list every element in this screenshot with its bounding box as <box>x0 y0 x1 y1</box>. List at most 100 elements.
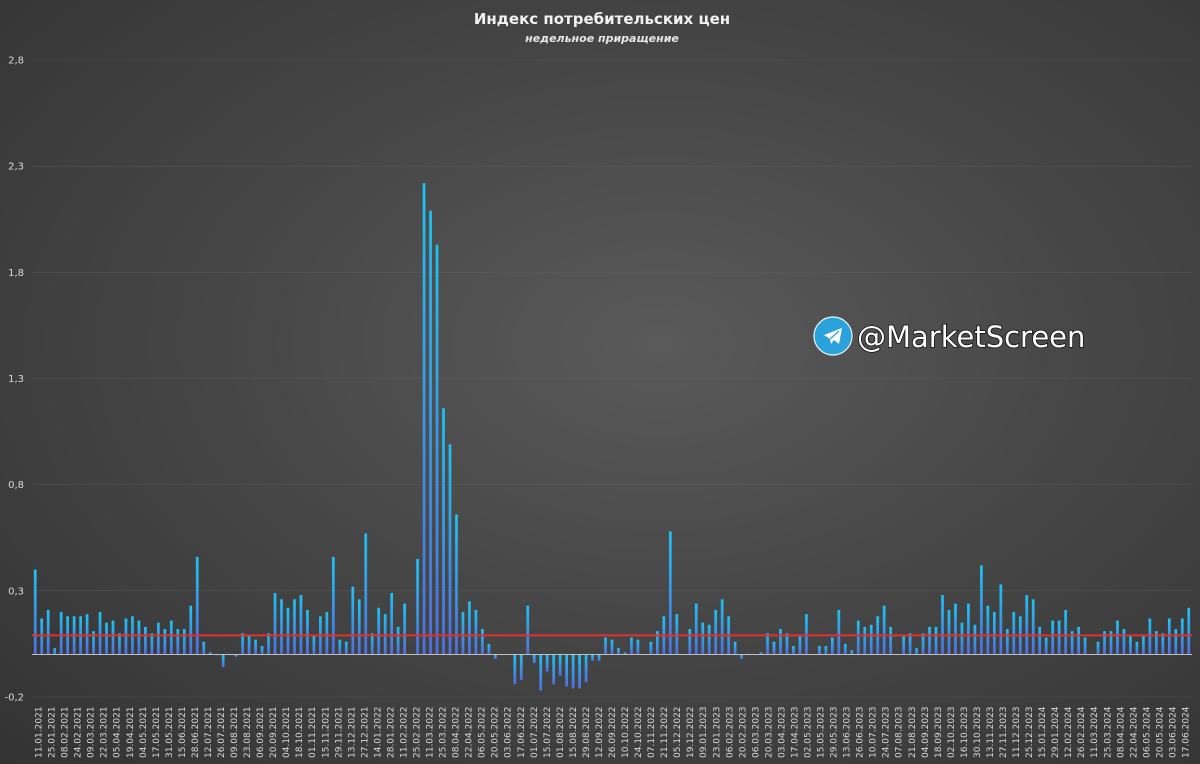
bar <box>1148 618 1152 655</box>
bar <box>195 556 199 655</box>
x-tick-label: 10.07.2023 <box>869 706 879 758</box>
y-axis: -0,2 0,3 0,8 1,3 1,8 2,3 2,8 <box>4 56 24 704</box>
x-tick-label: 11.01.2021 <box>35 706 45 758</box>
bar <box>759 652 763 655</box>
bar <box>921 633 925 655</box>
bar <box>649 641 653 655</box>
bar <box>247 635 251 655</box>
bar <box>688 629 692 655</box>
y-tick-label: 0,3 <box>8 586 24 597</box>
x-tick-label: 05.12.2022 <box>673 706 683 758</box>
bar <box>908 633 912 655</box>
watermark-text: @MarketScreen <box>857 320 1085 354</box>
x-tick-label: 28.01.2022 <box>386 706 396 758</box>
x-tick-label: 06.05.2024 <box>1142 706 1152 758</box>
x-tick-label: 25.01.2021 <box>48 706 58 758</box>
bar <box>701 622 705 655</box>
bar <box>383 614 387 655</box>
bar <box>1174 629 1178 655</box>
bar <box>189 605 193 655</box>
x-tick-label: 02.05.2023 <box>804 706 814 758</box>
x-tick-label: 25.03.2022 <box>439 706 449 758</box>
x-tick-label: 22.04.2024 <box>1129 706 1139 758</box>
y-tick-label: 2,3 <box>8 162 24 173</box>
x-tick-label: 09.08.2021 <box>230 706 240 758</box>
gridlines <box>32 59 1192 698</box>
bar <box>377 607 381 655</box>
bar <box>1057 620 1061 655</box>
x-tick-label: 04.10.2021 <box>282 706 292 758</box>
bar <box>98 612 102 655</box>
x-tick-label: 16.10.2023 <box>960 706 970 758</box>
bar <box>111 620 115 655</box>
x-tick-label: 29.11.2021 <box>334 706 344 758</box>
bar <box>707 624 711 655</box>
bar <box>999 584 1003 655</box>
bar <box>617 648 620 655</box>
x-tick-label: 11.03.2022 <box>426 706 436 758</box>
bar <box>364 533 368 655</box>
bar <box>474 609 478 655</box>
bar <box>552 654 556 685</box>
bar <box>668 531 672 655</box>
bar <box>1051 620 1055 655</box>
bar <box>208 652 212 655</box>
bar <box>1070 631 1074 655</box>
y-tick-label: 0,8 <box>8 480 24 491</box>
bar <box>545 654 549 672</box>
bar <box>902 635 905 655</box>
x-tick-label: 21.08.2023 <box>908 706 918 758</box>
bar <box>46 609 50 655</box>
watermark: @MarketScreen <box>813 316 1086 356</box>
bar <box>915 648 918 655</box>
x-tick-label: 18.10.2021 <box>295 706 305 758</box>
bar <box>772 641 776 655</box>
bar <box>1109 631 1113 655</box>
bar <box>830 637 834 655</box>
bar <box>947 609 951 655</box>
bar <box>396 626 400 655</box>
bar <box>766 633 769 655</box>
bar <box>1116 620 1119 655</box>
bar <box>889 626 893 655</box>
x-tick-label: 25.03.2024 <box>1103 706 1113 758</box>
bar <box>1031 599 1035 655</box>
x-tick-label: 14.01.2022 <box>373 706 383 758</box>
bar <box>59 612 63 655</box>
x-tick-label: 20.03.2023 <box>764 706 774 758</box>
x-axis: 11.01.2021 25.01.2021 08.02.2021 24.02.2021… <box>32 654 1192 758</box>
bar <box>221 654 225 668</box>
bar <box>967 603 970 655</box>
bar <box>513 654 517 685</box>
bar <box>286 607 290 655</box>
bar <box>370 633 374 655</box>
bar <box>558 654 562 676</box>
bar <box>850 650 854 655</box>
bar <box>481 629 484 655</box>
y-tick-label: -0,2 <box>4 693 24 704</box>
bar <box>578 654 581 689</box>
bar <box>1167 618 1171 655</box>
bar <box>928 626 931 655</box>
x-tick-label: 06.02.2023 <box>725 706 735 758</box>
bar <box>461 612 465 655</box>
bar <box>92 631 95 655</box>
x-tick-label: 21.11.2022 <box>660 706 670 758</box>
x-tick-label: 19.04.2021 <box>126 706 136 758</box>
x-tick-label: 30.10.2023 <box>973 706 983 758</box>
bar <box>837 609 841 655</box>
bar <box>1012 612 1016 655</box>
x-tick-label: 10.10.2022 <box>621 706 631 758</box>
x-tick-label: 03.04.2023 <box>777 706 787 758</box>
bar <box>344 641 348 655</box>
x-tick-label: 15.06.2021 <box>178 706 188 758</box>
bar <box>137 620 141 655</box>
x-tick-label: 26.07.2021 <box>217 706 227 758</box>
bar <box>1135 641 1139 655</box>
x-tick-label: 17.04.2023 <box>790 706 800 758</box>
bar <box>597 654 601 661</box>
bar <box>118 633 121 655</box>
bar <box>455 514 458 655</box>
bar <box>863 626 867 655</box>
bar <box>163 629 167 655</box>
